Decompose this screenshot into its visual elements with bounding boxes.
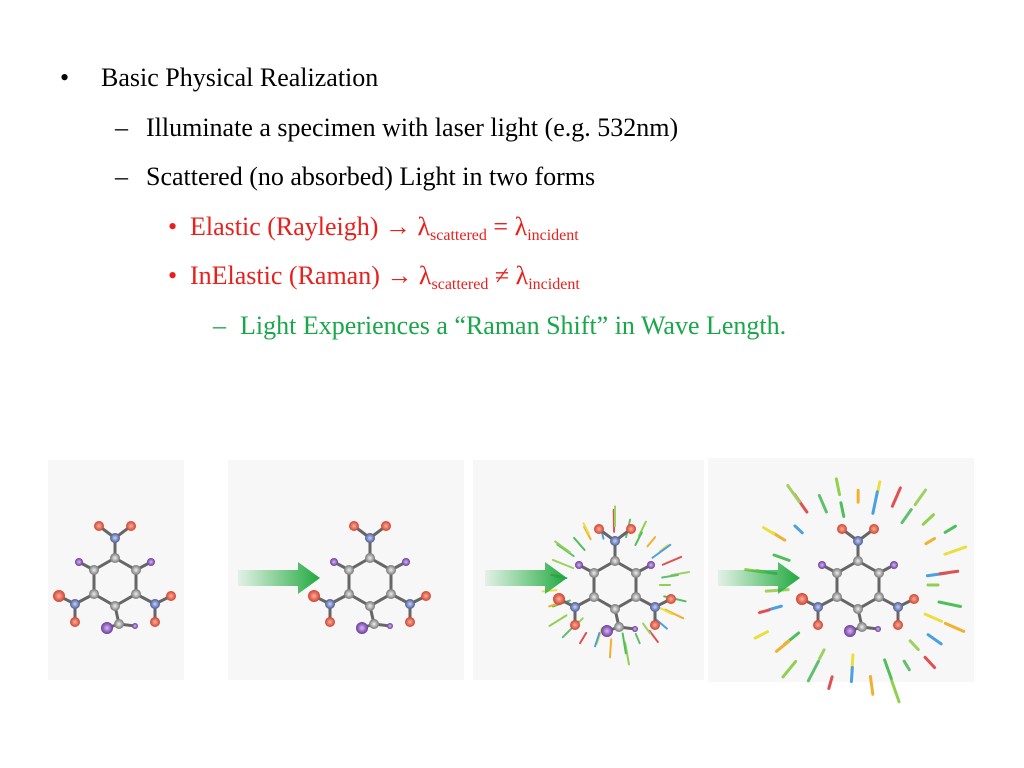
ray: [661, 574, 679, 579]
ray: [582, 522, 590, 535]
ray: [634, 531, 643, 546]
scattered-rays: [541, 477, 968, 704]
ray: [753, 630, 770, 640]
ray: [868, 674, 875, 696]
bullet-text: Illuminate a specimen with laser light (…: [146, 113, 679, 142]
bullet-marker: •: [168, 212, 178, 241]
bullet-text: Light Experiences a “Raman Shift” in Wav…: [240, 311, 787, 340]
ray: [817, 493, 828, 514]
ray: [661, 555, 683, 566]
ray: [768, 604, 783, 611]
relation: ≠: [494, 261, 510, 290]
ray: [921, 513, 935, 526]
panel: [48, 460, 184, 680]
ray: [817, 648, 826, 661]
symbol: λ: [514, 212, 528, 241]
ray: [923, 612, 944, 623]
ray: [648, 629, 659, 643]
ray: [579, 631, 588, 645]
bullet-marker: •: [60, 63, 70, 92]
ray: [913, 488, 928, 507]
ray: [786, 483, 801, 504]
ray: [764, 588, 790, 593]
subscript: scattered: [430, 227, 487, 244]
ray: [793, 524, 804, 535]
ray: [806, 659, 820, 683]
ray: [943, 524, 957, 534]
ray: [923, 655, 937, 670]
ray: [621, 632, 627, 655]
ray: [902, 659, 911, 672]
ray: [551, 558, 575, 570]
ray: [646, 536, 657, 548]
symbol: λ: [418, 261, 432, 290]
ray: [774, 639, 791, 653]
bullet-marker: •: [168, 261, 178, 290]
ray: [548, 614, 568, 627]
ray: [890, 486, 902, 508]
ray: [634, 632, 641, 645]
formula: Elastic (Rayleigh) → λscattered = λincid…: [190, 212, 579, 251]
ray: [827, 675, 834, 690]
ray: [876, 480, 882, 494]
symbol: λ: [515, 261, 529, 290]
ray: [834, 477, 842, 497]
ray: [924, 536, 937, 546]
ray: [849, 666, 854, 684]
ray: [943, 545, 968, 556]
ray: [758, 608, 771, 615]
ray: [642, 622, 652, 635]
subscript: incident: [527, 227, 579, 244]
ray: [761, 526, 776, 536]
ray: [900, 508, 913, 525]
relation: =: [493, 212, 509, 241]
symbol: λ: [417, 212, 431, 241]
formula: InElastic (Raman) → λscattered ≠ λincide…: [190, 261, 580, 300]
ray: [670, 570, 691, 577]
formula-lead: InElastic (Raman) →: [190, 261, 413, 290]
subscript: incident: [528, 276, 580, 293]
bullet-marker: –: [213, 311, 226, 340]
ray: [772, 553, 791, 562]
ray: [938, 569, 960, 576]
bullet-text: Basic Physical Realization: [101, 63, 379, 92]
bullet-text: Scattered (no absorbed) Light in two for…: [146, 162, 596, 191]
ray: [594, 631, 601, 648]
formula-lead: Elastic (Rayleigh) →: [190, 212, 411, 241]
ray: [608, 638, 613, 659]
ray: [926, 633, 943, 646]
ray: [556, 543, 575, 558]
subscript: scattered: [431, 276, 489, 293]
ray: [583, 525, 592, 541]
ray: [890, 679, 901, 704]
bullet-marker: –: [115, 162, 128, 191]
ray: [554, 540, 571, 554]
ray: [839, 501, 846, 518]
ray: [883, 658, 893, 681]
ray: [937, 600, 963, 608]
ray: [908, 639, 920, 652]
ray: [871, 490, 879, 515]
ray: [943, 621, 966, 633]
ray: [541, 589, 558, 593]
ray: [651, 543, 672, 559]
ray: [624, 641, 630, 666]
ray: [781, 659, 798, 679]
bullet-marker: –: [115, 113, 128, 142]
ray: [664, 608, 685, 620]
ray: [573, 536, 586, 552]
ray: [653, 617, 668, 630]
